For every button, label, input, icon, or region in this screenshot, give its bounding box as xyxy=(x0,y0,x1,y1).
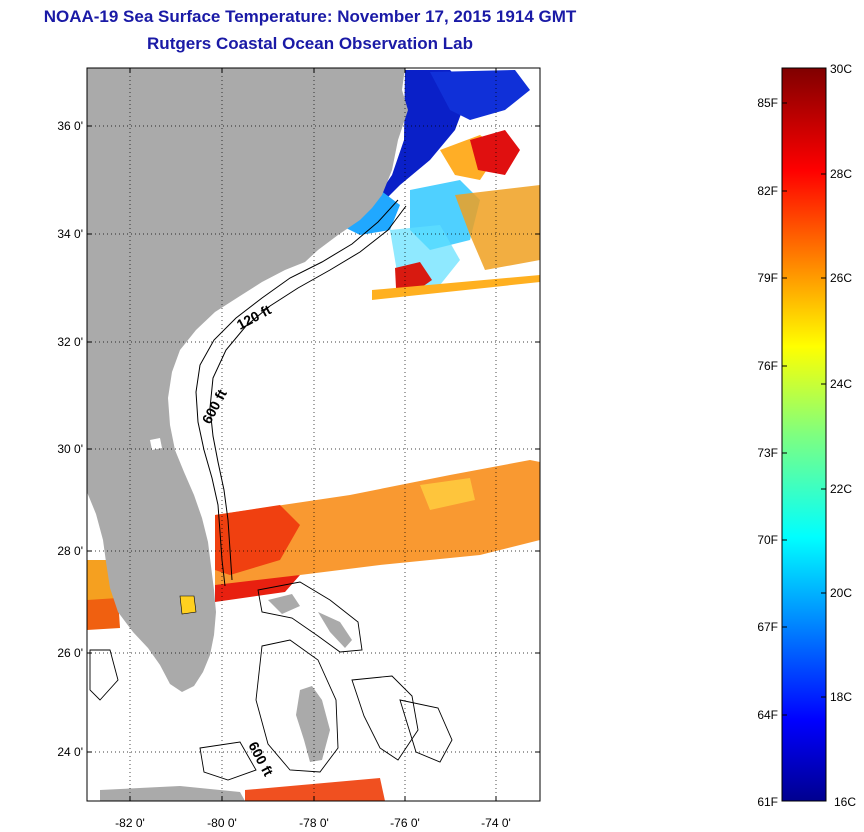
land-mainland xyxy=(87,68,408,692)
bathymetry-bahamas xyxy=(89,581,453,781)
lat-tick-30: 30 0' xyxy=(57,442,83,456)
cb-label-82f: 82F xyxy=(757,184,778,198)
map-title: NOAA-19 Sea Surface Temperature: Novembe… xyxy=(43,7,577,26)
map-subtitle: Rutgers Coastal Ocean Observation Lab xyxy=(147,34,473,53)
cb-label-64f: 64F xyxy=(757,708,778,722)
land-cuba xyxy=(100,786,245,801)
cb-label-18c: 18C xyxy=(830,690,852,704)
lat-tick-32: 32 0' xyxy=(57,335,83,349)
cb-label-30c: 30C xyxy=(830,62,852,76)
land-abaco xyxy=(318,612,352,648)
cb-label-28c: 28C xyxy=(830,167,852,181)
cb-label-22c: 22C xyxy=(830,482,852,496)
cb-label-85f: 85F xyxy=(757,96,778,110)
cb-label-67f: 67F xyxy=(757,620,778,634)
cb-label-79f: 79F xyxy=(757,271,778,285)
tick-marks xyxy=(87,68,540,801)
land-grand-bahama xyxy=(268,594,300,614)
cb-label-16c: 16C xyxy=(834,795,856,809)
bathymetry-shelf xyxy=(195,199,407,587)
cb-label-70f: 70F xyxy=(757,533,778,547)
lon-tick-76: -76 0' xyxy=(390,816,420,830)
colorbar-celsius-labels: 30C 28C 26C 24C 22C 20C 18C 16C xyxy=(830,62,856,809)
cb-label-61f: 61F xyxy=(757,795,778,809)
lon-tick-80: -80 0' xyxy=(207,816,237,830)
lat-tick-34: 34 0' xyxy=(57,227,83,241)
sst-swath-north xyxy=(300,68,540,300)
lon-tick-labels: -82 0' -80 0' -78 0' -76 0' -74 0' xyxy=(115,816,511,830)
cb-label-26c: 26C xyxy=(830,271,852,285)
colorbar xyxy=(781,67,827,802)
sst-swath-south xyxy=(245,778,385,801)
lon-tick-74: -74 0' xyxy=(481,816,511,830)
cb-label-73f: 73F xyxy=(757,446,778,460)
land-andros xyxy=(296,686,330,762)
cb-label-76f: 76F xyxy=(757,359,778,373)
lat-tick-26: 26 0' xyxy=(57,646,83,660)
colorbar-fahrenheit-labels: 85F 82F 79F 76F 73F 70F 67F 64F 61F xyxy=(757,96,778,809)
sst-swath-middle xyxy=(215,460,540,602)
colorbar-ticks xyxy=(782,67,826,716)
lat-tick-36: 36 0' xyxy=(57,119,83,133)
lat-tick-labels: 36 0' 34 0' 32 0' 30 0' 28 0' 26 0' 24 0… xyxy=(57,119,83,759)
cb-label-20c: 20C xyxy=(830,586,852,600)
cb-label-24c: 24C xyxy=(830,377,852,391)
lon-tick-82: -82 0' xyxy=(115,816,145,830)
lat-tick-28: 28 0' xyxy=(57,544,83,558)
lat-tick-24: 24 0' xyxy=(57,745,83,759)
lon-tick-78: -78 0' xyxy=(299,816,329,830)
